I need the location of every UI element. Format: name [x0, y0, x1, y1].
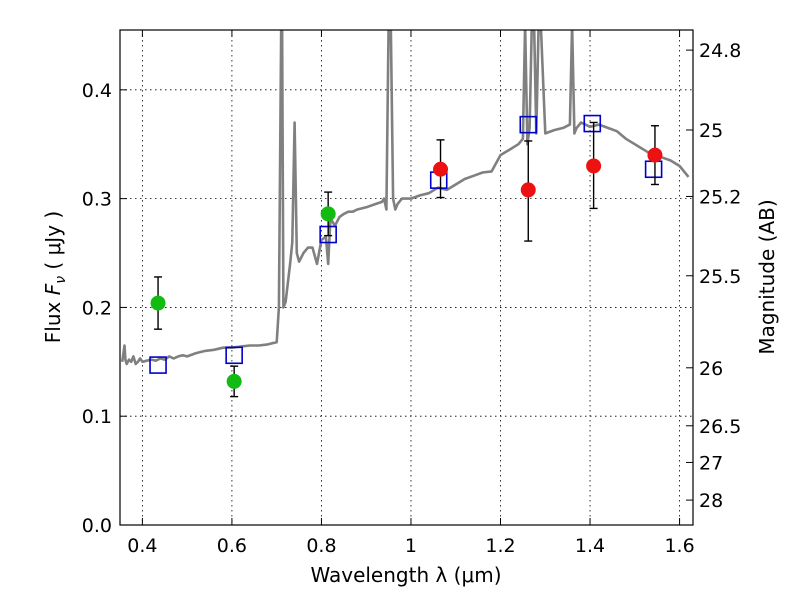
x-tick-label: 1.2: [485, 535, 515, 557]
observed-point-red: [433, 161, 449, 177]
plot-area: [120, 30, 690, 398]
observed-point-green: [150, 295, 166, 311]
y2-tick-label: 26: [699, 358, 723, 380]
y-axis-title-subscript: ν: [53, 276, 69, 284]
y2-tick-label: 27: [699, 452, 723, 474]
y-tick-label: 0.0: [82, 515, 112, 537]
y2-tick-label: 26.5: [699, 416, 741, 438]
observed-point-green: [226, 373, 242, 389]
model-photometry-square: [583, 114, 602, 133]
x-axis-title: Wavelength λ (μm): [310, 563, 501, 587]
x-tick-label: 0.6: [217, 535, 247, 557]
y-axis-title: Flux Fν ( μJy ): [41, 211, 69, 343]
x-tick-label: 0.8: [306, 535, 336, 557]
tick-labels: 0.4 0.6 0.8 1 1.2 1.4 1.6 0.0 0.1 0.2 0.3 0.4 24.8 25…: [82, 40, 742, 557]
x-tick-label: 1.6: [664, 535, 694, 557]
y-axis-title-suffix: ( μJy ): [41, 211, 65, 276]
y-tick-label: 0.1: [82, 406, 112, 428]
y-tick-label: 0.2: [82, 297, 112, 319]
y2-tick-label: 25.5: [699, 266, 741, 288]
y-axis-title-prefix: Flux: [41, 295, 65, 343]
model-spectrum-line: [120, 30, 690, 366]
y2-tick-label: 25: [699, 120, 723, 142]
y-tick-label: 0.4: [82, 80, 112, 102]
x-tick-label: 1: [405, 535, 417, 557]
y-tick-label: 0.3: [82, 189, 112, 211]
y2-tick-label: 25.2: [699, 186, 741, 208]
x-tick-label: 1.4: [575, 535, 605, 557]
observed-point-red: [647, 147, 663, 163]
plot-frame: [119, 29, 694, 526]
model-photometry-square: [644, 160, 663, 179]
model-photometry-square: [149, 356, 167, 374]
y2-tick-label: 24.8: [699, 40, 741, 62]
y-axis-title-symbol: F: [41, 283, 65, 295]
y2-axis-title: Magnitude (AB): [755, 199, 779, 354]
observed-point-green: [320, 206, 336, 222]
observed-point-red: [520, 182, 536, 198]
axis-ticks: [120, 30, 693, 526]
model-photometry-square: [519, 115, 538, 134]
observed-point-red: [586, 158, 602, 174]
grid-lines: [120, 30, 693, 526]
x-tick-label: 0.4: [127, 535, 157, 557]
y2-tick-label: 28: [699, 490, 723, 512]
model-photometry-square: [225, 346, 243, 365]
